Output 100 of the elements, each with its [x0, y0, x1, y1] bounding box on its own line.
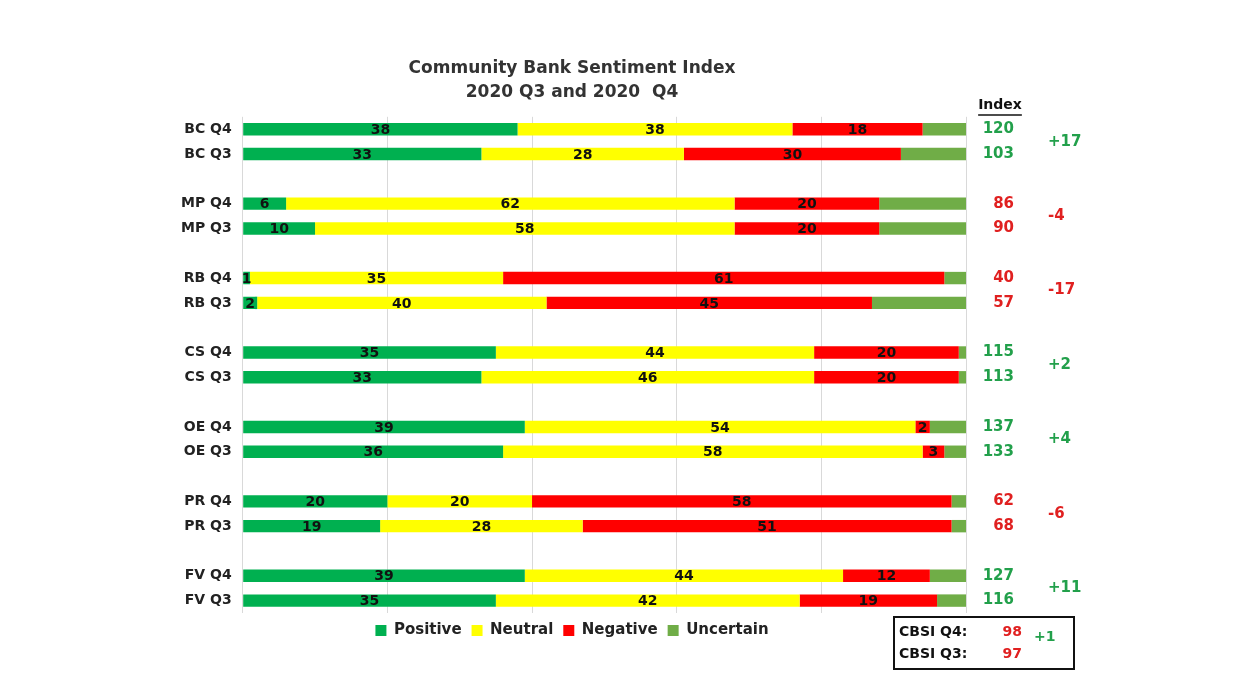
data-label: 58 [703, 443, 723, 460]
bar [243, 123, 518, 136]
bar [734, 222, 880, 235]
data-label: 62 [500, 195, 521, 212]
text: 127 [982, 565, 1014, 584]
text: 98 [1002, 622, 1022, 639]
data-label: 44 [645, 344, 665, 361]
text: +4 [1048, 429, 1072, 448]
bar [481, 147, 684, 161]
data-label: 6 [259, 195, 270, 212]
bar [944, 445, 966, 458]
bar [814, 371, 959, 384]
text: -6 [1048, 503, 1065, 522]
bar [879, 197, 966, 210]
text: 120 [982, 119, 1014, 138]
y-tick-label: BC Q4 [184, 119, 232, 136]
data-label: 36 [363, 443, 383, 460]
text: 57 [993, 292, 1014, 311]
bar [734, 197, 880, 210]
bar [387, 495, 533, 508]
bar [871, 296, 966, 310]
bar [243, 594, 496, 607]
bar [495, 594, 800, 607]
bar [814, 346, 959, 359]
bar [958, 346, 966, 359]
text: 103 [982, 143, 1014, 162]
data-label: 38 [645, 120, 665, 137]
data-label: 35 [359, 592, 380, 609]
data-label: 58 [515, 220, 535, 237]
bar [929, 569, 966, 582]
data-label: 61 [713, 269, 734, 286]
text: +2 [1048, 354, 1072, 373]
y-tick-label: RB Q3 [183, 293, 232, 310]
data-label: 51 [757, 517, 777, 534]
text: 86 [993, 193, 1014, 212]
bar [380, 519, 583, 533]
bar [495, 346, 815, 359]
chart-subtitle: 2020 Q3 and 2020 Q4 [465, 81, 679, 102]
text: CBSI Q3: [899, 644, 968, 661]
bar [524, 420, 916, 434]
data-label: 28 [471, 517, 492, 534]
data-label: 44 [674, 567, 694, 584]
text: 40 [993, 267, 1014, 286]
y-tick-label: FV Q3 [184, 591, 232, 608]
data-label: 54 [710, 418, 731, 435]
y-tick-label: MP Q4 [180, 194, 232, 211]
bar [243, 495, 388, 508]
bar [582, 519, 952, 533]
text: CBSI Q4: [899, 622, 968, 639]
data-label: 33 [352, 368, 373, 385]
bar [243, 445, 504, 458]
bar [243, 222, 316, 235]
text: 97 [1002, 644, 1022, 661]
data-label: 3 [928, 443, 939, 460]
bar [929, 420, 966, 434]
bar [286, 197, 735, 210]
data-label: 20 [305, 493, 326, 509]
bar [799, 594, 938, 607]
y-tick-label: PR Q4 [184, 492, 232, 508]
text: 90 [993, 218, 1014, 237]
text: 62 [993, 491, 1014, 510]
text: +17 [1048, 131, 1082, 150]
data-label: 2 [917, 418, 928, 435]
y-tick-label: OE Q4 [183, 417, 232, 434]
bar [922, 123, 966, 136]
bar [900, 147, 966, 161]
y-tick-label: CS Q4 [184, 343, 232, 360]
data-label: 39 [374, 567, 394, 584]
text: Index [978, 95, 1022, 112]
data-label: 18 [847, 120, 868, 137]
bar [944, 271, 966, 285]
data-label: 45 [699, 294, 719, 311]
text: 115 [982, 342, 1014, 361]
data-label: 58 [732, 493, 752, 509]
bar [546, 296, 872, 310]
text: 133 [982, 441, 1014, 460]
y-tick-label: CS Q3 [184, 367, 232, 384]
bar [243, 197, 287, 210]
bar [517, 123, 793, 136]
bar [951, 519, 966, 533]
y-tick-label: PR Q3 [184, 516, 232, 533]
data-label: 35 [359, 344, 380, 361]
bar [503, 445, 923, 458]
chart-title: Community Bank Sentiment Index [408, 56, 736, 77]
bar [315, 222, 735, 235]
data-label: 30 [782, 145, 803, 162]
legend-label: Negative [581, 620, 658, 639]
bar [249, 271, 504, 285]
data-label: 28 [572, 145, 593, 162]
bar [481, 371, 815, 384]
text: -17 [1048, 280, 1076, 299]
bar [879, 222, 966, 235]
bar [257, 296, 547, 310]
data-label: 20 [797, 195, 817, 212]
bar [503, 271, 945, 285]
text: +1 [1034, 627, 1056, 644]
data-label: 2 [245, 294, 256, 311]
bar [524, 569, 844, 582]
y-tick-label: FV Q4 [184, 566, 232, 583]
text: -4 [1048, 205, 1065, 224]
